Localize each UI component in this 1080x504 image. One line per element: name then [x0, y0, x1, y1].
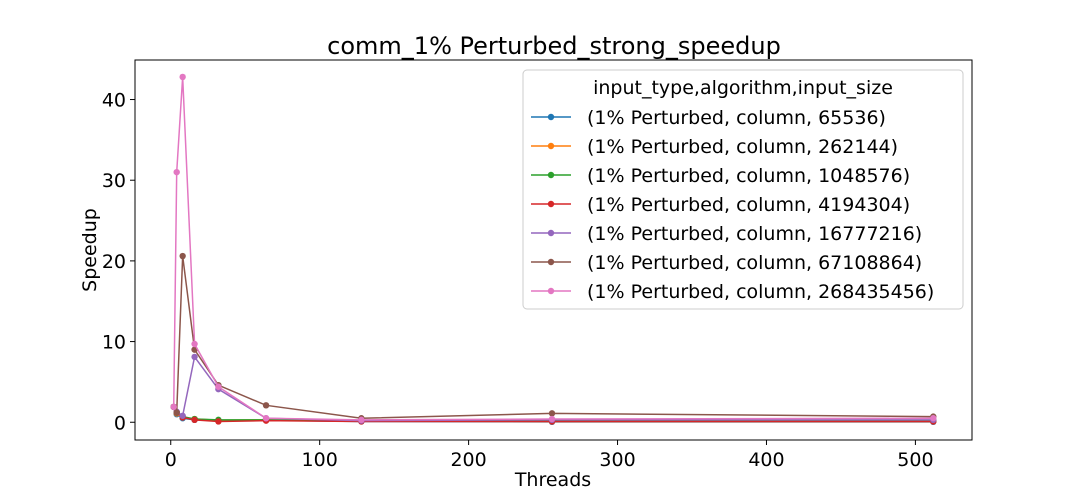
x-tick-label: 0	[165, 449, 177, 471]
legend-entry: (1% Perturbed, column, 67108864)	[531, 252, 922, 274]
x-tick-label: 200	[450, 449, 486, 471]
y-tick-label: 20	[102, 251, 126, 273]
series-6	[170, 73, 937, 424]
data-point	[170, 403, 177, 411]
legend-label: (1% Perturbed, column, 1048576)	[587, 165, 910, 187]
legend-entries: (1% Perturbed, column, 65536) (1% Perturb…	[531, 107, 934, 303]
legend-frame	[522, 69, 964, 310]
y-axis: 0 10 20 30 40	[102, 90, 135, 434]
legend-entry: (1% Perturbed, column, 262144)	[531, 136, 898, 158]
y-tick-label: 40	[102, 90, 126, 112]
legend-entry: (1% Perturbed, column, 4194304)	[531, 194, 910, 216]
plot-area	[170, 73, 937, 426]
x-tick-label: 400	[748, 449, 784, 471]
legend: input_type,algorithm,input_size (1% Pert…	[522, 69, 964, 310]
legend-marker	[547, 142, 555, 150]
legend-label: (1% Perturbed, column, 262144)	[587, 136, 898, 158]
x-tick-label: 500	[897, 449, 933, 471]
legend-marker	[547, 258, 555, 266]
legend-marker	[547, 200, 555, 208]
legend-entry: (1% Perturbed, column, 1048576)	[531, 165, 910, 187]
data-point	[173, 409, 180, 416]
data-point	[215, 383, 222, 390]
data-point	[358, 416, 365, 424]
data-point	[191, 416, 198, 424]
data-point	[262, 415, 270, 422]
x-axis-label: Threads	[514, 469, 591, 491]
y-axis-label: Speedup	[79, 208, 101, 292]
legend-marker	[547, 287, 555, 295]
legend-entry: (1% Perturbed, column, 65536)	[531, 107, 886, 129]
data-point	[179, 73, 186, 81]
y-tick-label: 0	[114, 412, 126, 434]
legend-label: (1% Perturbed, column, 16777216)	[587, 223, 922, 245]
x-axis: 0 100 200 300 400 500	[165, 440, 934, 471]
data-point	[173, 168, 180, 176]
legend-label: (1% Perturbed, column, 4194304)	[587, 194, 910, 216]
legend-marker	[547, 171, 555, 179]
legend-marker	[547, 229, 555, 237]
legend-label: (1% Perturbed, column, 65536)	[587, 107, 886, 129]
x-tick-label: 300	[599, 449, 635, 471]
data-point	[548, 415, 556, 423]
data-point	[179, 412, 186, 419]
legend-entry: (1% Perturbed, column, 268435456)	[531, 281, 934, 303]
legend-marker	[547, 113, 555, 121]
data-point	[191, 340, 198, 348]
chart-title: comm_1% Perturbed_strong_speedup	[327, 32, 781, 60]
legend-label: (1% Perturbed, column, 67108864)	[587, 252, 922, 274]
y-tick-label: 10	[102, 332, 126, 354]
legend-label: (1% Perturbed, column, 268435456)	[587, 281, 934, 303]
legend-entry: (1% Perturbed, column, 16777216)	[531, 223, 922, 245]
axes-frame	[134, 59, 973, 441]
data-point	[548, 410, 556, 417]
data-point	[930, 415, 937, 422]
data-point	[262, 402, 270, 409]
data-point	[215, 418, 222, 425]
data-point	[179, 252, 186, 260]
legend-title: input_type,algorithm,input_size	[593, 77, 893, 99]
x-tick-label: 100	[302, 449, 338, 471]
y-tick-label: 30	[102, 170, 126, 192]
data-point	[191, 353, 198, 361]
